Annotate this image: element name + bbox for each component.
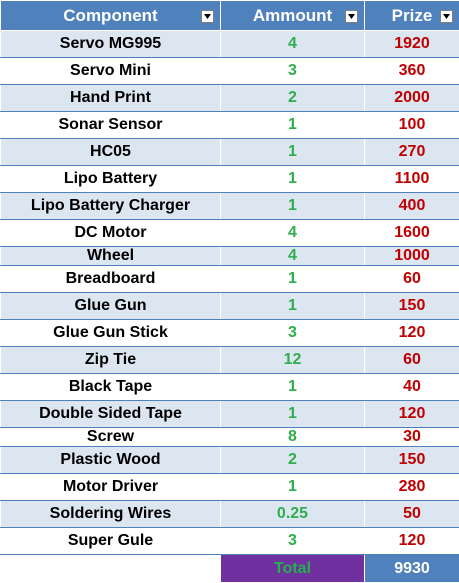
prize-cell[interactable]: 30: [365, 428, 459, 447]
component-cell[interactable]: Servo MG995: [1, 31, 221, 58]
prize-cell[interactable]: 1100: [365, 166, 459, 193]
amount-cell[interactable]: 4: [221, 247, 365, 266]
header-component[interactable]: Component: [1, 1, 221, 31]
component-cell[interactable]: DC Motor: [1, 220, 221, 247]
amount-cell[interactable]: 1: [221, 193, 365, 220]
prize-cell[interactable]: 1920: [365, 31, 459, 58]
component-cell[interactable]: Wheel: [1, 247, 221, 266]
component-cell[interactable]: Super Gule: [1, 528, 221, 555]
amount-cell[interactable]: 8: [221, 428, 365, 447]
component-cell[interactable]: Servo Mini: [1, 58, 221, 85]
prize-cell[interactable]: 360: [365, 58, 459, 85]
amount-cell[interactable]: 1: [221, 266, 365, 293]
dropdown-arrow-icon: [204, 14, 211, 19]
amount-cell[interactable]: 1: [221, 166, 365, 193]
prize-cell[interactable]: 120: [365, 401, 459, 428]
component-cell[interactable]: Zip Tie: [1, 347, 221, 374]
component-cell[interactable]: Plastic Wood: [1, 447, 221, 474]
prize-cell[interactable]: 280: [365, 474, 459, 501]
component-cell[interactable]: Lipo Battery Charger: [1, 193, 221, 220]
prize-cell[interactable]: 60: [365, 266, 459, 293]
header-row: Component Ammount: [1, 1, 459, 31]
component-cell[interactable]: Glue Gun Stick: [1, 320, 221, 347]
prize-cell[interactable]: 60: [365, 347, 459, 374]
amount-cell[interactable]: 1: [221, 293, 365, 320]
component-cell[interactable]: Screw: [1, 428, 221, 447]
prize-cell[interactable]: 1600: [365, 220, 459, 247]
prize-cell[interactable]: 120: [365, 528, 459, 555]
component-cell[interactable]: Breadboard: [1, 266, 221, 293]
component-cell[interactable]: Motor Driver: [1, 474, 221, 501]
amount-cell[interactable]: 1: [221, 139, 365, 166]
amount-cell[interactable]: 0.25: [221, 501, 365, 528]
header-prize[interactable]: Prize: [365, 1, 459, 31]
filter-prize-button[interactable]: [440, 10, 453, 23]
prize-cell[interactable]: 120: [365, 320, 459, 347]
amount-cell[interactable]: 1: [221, 374, 365, 401]
filter-amount-button[interactable]: [345, 10, 358, 23]
prize-cell[interactable]: 2000: [365, 85, 459, 112]
header-prize-label: Prize: [392, 7, 433, 24]
component-cell[interactable]: Soldering Wires: [1, 501, 221, 528]
dropdown-arrow-icon: [348, 14, 355, 19]
prize-cell[interactable]: 270: [365, 139, 459, 166]
component-cell[interactable]: Lipo Battery: [1, 166, 221, 193]
amount-cell[interactable]: 4: [221, 220, 365, 247]
prize-cell[interactable]: 100: [365, 112, 459, 139]
header-amount-label: Ammount: [253, 7, 332, 24]
dropdown-arrow-icon: [443, 14, 450, 19]
prize-cell[interactable]: 40: [365, 374, 459, 401]
component-cell[interactable]: Double Sided Tape: [1, 401, 221, 428]
component-cell[interactable]: Black Tape: [1, 374, 221, 401]
component-cell[interactable]: Glue Gun: [1, 293, 221, 320]
prize-cell[interactable]: 50: [365, 501, 459, 528]
header-amount[interactable]: Ammount: [221, 1, 365, 31]
component-cell[interactable]: Sonar Sensor: [1, 112, 221, 139]
amount-cell[interactable]: 1: [221, 112, 365, 139]
prize-cell[interactable]: 150: [365, 447, 459, 474]
filter-component-button[interactable]: [201, 10, 214, 23]
amount-cell[interactable]: 12: [221, 347, 365, 374]
prize-cell[interactable]: 400: [365, 193, 459, 220]
component-cell[interactable]: HC05: [1, 139, 221, 166]
amount-cell[interactable]: 1: [221, 474, 365, 501]
component-cell[interactable]: Hand Print: [1, 85, 221, 112]
prize-cell[interactable]: 1000: [365, 247, 459, 266]
amount-cell[interactable]: 2: [221, 447, 365, 474]
amount-cell[interactable]: 3: [221, 320, 365, 347]
amount-cell[interactable]: 3: [221, 58, 365, 85]
amount-cell[interactable]: 1: [221, 401, 365, 428]
spreadsheet: Component Ammount: [0, 0, 459, 559]
amount-cell[interactable]: 3: [221, 528, 365, 555]
amount-cell[interactable]: 2: [221, 85, 365, 112]
prize-cell[interactable]: 150: [365, 293, 459, 320]
header-component-label: Component: [63, 7, 157, 24]
amount-cell[interactable]: 4: [221, 31, 365, 58]
